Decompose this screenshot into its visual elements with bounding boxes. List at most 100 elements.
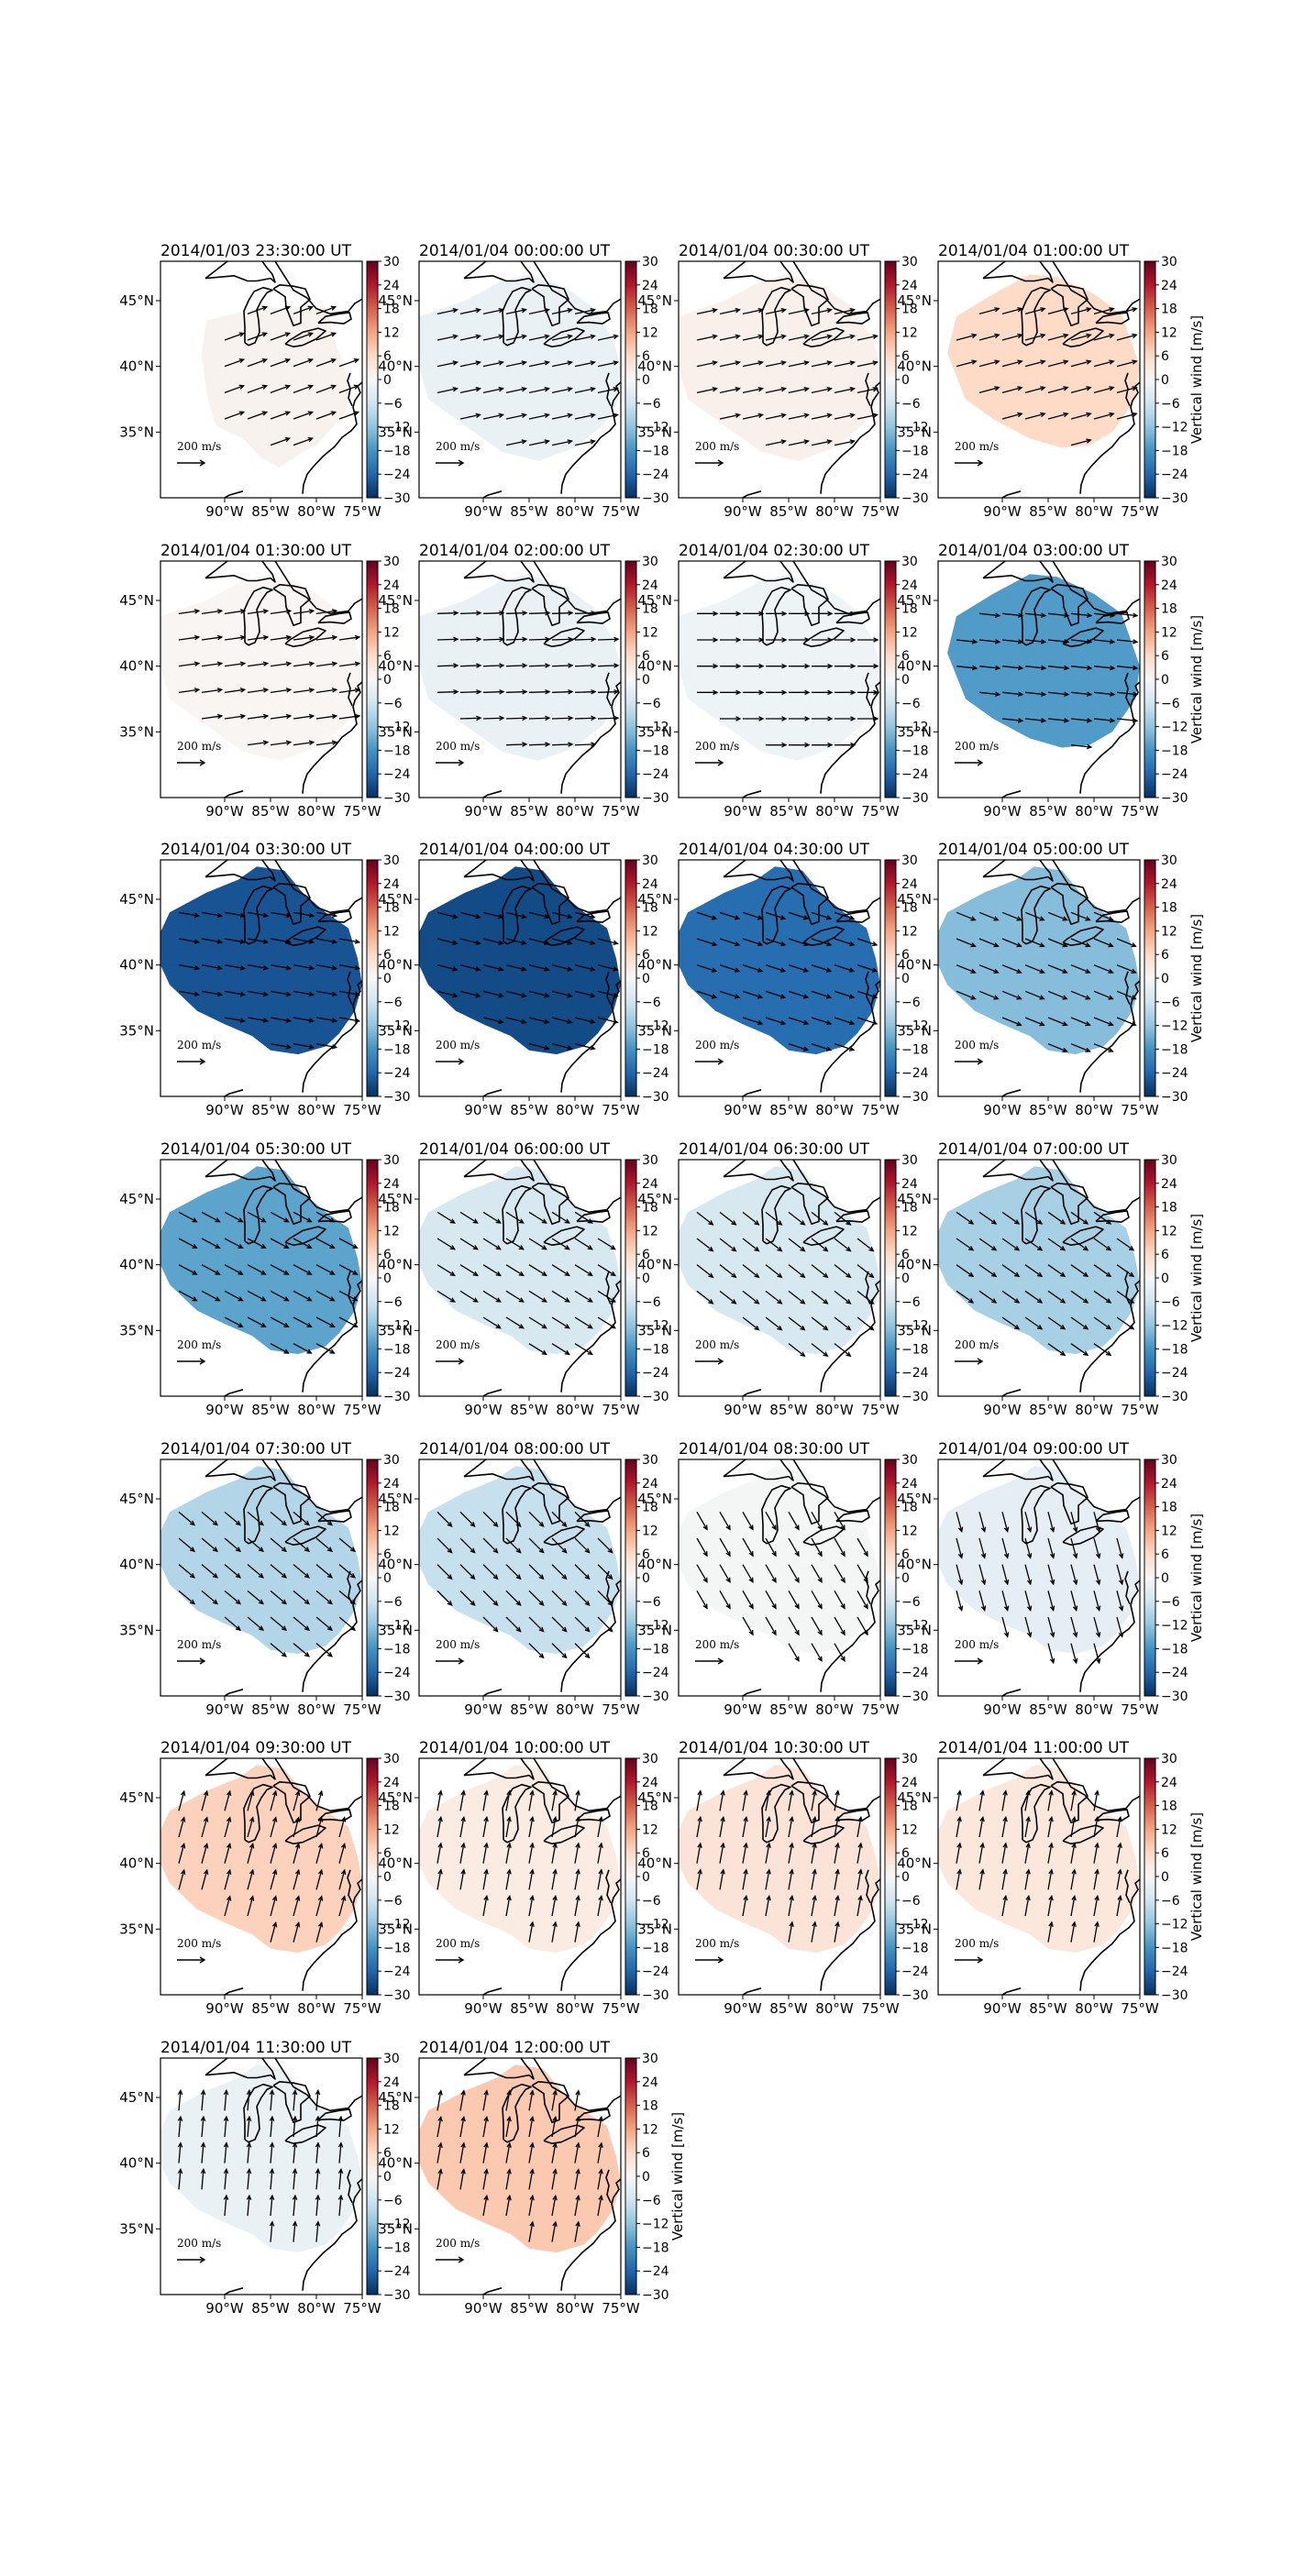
wind-vector-head (452, 940, 459, 945)
wind-vector-head (326, 1625, 333, 1632)
wind-vector (696, 1264, 713, 1278)
y-tick-label: 35°N (119, 424, 154, 440)
wind-vector-head (754, 1246, 760, 1252)
wind-vector-head (294, 1868, 301, 1876)
wind-vector-head (590, 307, 596, 314)
wind-vector-head (216, 688, 224, 693)
y-tick-label: 40°N (378, 1557, 413, 1573)
wind-vector-head (1039, 1021, 1045, 1027)
colorbar-tick-label: 6 (383, 1846, 392, 1861)
wind-vector-head (812, 1789, 817, 1796)
wind-vector-head (331, 688, 338, 693)
wind-vector-head (845, 1325, 852, 1331)
wind-vector (505, 1316, 525, 1329)
wind-vector-head (349, 1599, 356, 1605)
wind-vector-head (561, 1600, 568, 1606)
wind-vector (482, 2090, 488, 2111)
wind-vector-head (261, 358, 269, 364)
wind-vector-head (304, 1599, 310, 1605)
x-tick-label: 75°W (602, 503, 640, 520)
colorbar-tick-label: 24 (1161, 877, 1177, 892)
wind-vector-head (564, 1349, 570, 1356)
coastline (1079, 381, 1140, 494)
colorbar-tick-label: −24 (383, 468, 411, 482)
vector-key-label: 200 m/s (955, 1937, 999, 1950)
wind-vector-head (269, 2220, 275, 2227)
wind-vector-head (1062, 968, 1068, 974)
colorbar-tick-label: −30 (1161, 791, 1188, 806)
wind-vector-head (598, 2141, 603, 2148)
vector-key-arrowhead (458, 1956, 465, 1964)
wind-vector-head (529, 1894, 535, 1901)
panel-frame (160, 260, 363, 499)
wind-vector-head (1132, 665, 1139, 671)
x-tick-label: 75°W (343, 803, 381, 820)
wind-vector (437, 1843, 442, 1864)
wind-vector-head (1036, 1324, 1044, 1330)
wind-vector (696, 1869, 702, 1890)
wind-vector (788, 911, 809, 919)
wind-vector (1093, 1043, 1113, 1052)
wind-vector (1070, 1643, 1078, 1664)
wind-vector (247, 2142, 250, 2163)
wind-vector (551, 2090, 557, 2111)
colorbar-tick-label: −30 (901, 1090, 929, 1105)
wind-vector-head (246, 2194, 252, 2200)
wind-vector-head (475, 992, 481, 998)
wind-vector (1093, 1869, 1099, 1890)
vector-key-arrowhead (199, 1657, 206, 1665)
wind-vector (742, 335, 763, 341)
wind-vector (270, 332, 290, 341)
wind-vector-head (476, 636, 482, 643)
lake-outline (1095, 611, 1130, 624)
wind-vector (1047, 938, 1067, 947)
lake-outline (576, 910, 611, 923)
colorbar-tick-label: −6 (901, 996, 921, 1010)
wind-vector-head (781, 637, 788, 643)
lake-outline (835, 910, 870, 923)
colorbar-tick-label: −12 (901, 1918, 929, 1932)
x-tick-label: 90°W (983, 1701, 1022, 1718)
wind-vector-head (757, 1019, 764, 1026)
wind-vector (437, 1511, 453, 1527)
wind-vector-head (1132, 333, 1138, 339)
wind-vector (719, 990, 740, 998)
wind-vector (978, 1817, 984, 1838)
colorbar-tick-label: 12 (642, 1524, 658, 1538)
x-tick-label: 85°W (251, 503, 290, 520)
wind-vector-head (1105, 1245, 1112, 1251)
wind-vector-head (1049, 1526, 1055, 1534)
wind-vector-head (200, 2115, 206, 2121)
wind-vector (1116, 308, 1137, 314)
coastline (223, 2287, 244, 2295)
wind-vector-head (1013, 1298, 1021, 1304)
wind-vector (528, 2090, 534, 2111)
wind-vector-head (584, 1653, 591, 1659)
wind-vector-head (529, 2089, 535, 2096)
wind-vector (1001, 612, 1022, 617)
wind-vector (1001, 639, 1022, 643)
colorbar-tick-label: −12 (901, 421, 929, 435)
wind-vector (1093, 911, 1113, 921)
wind-vector (551, 1590, 568, 1606)
colorbar-tick-label: 18 (642, 1501, 658, 1515)
wind-vector (574, 1343, 593, 1355)
colorbar-tick-label: 12 (383, 1524, 400, 1538)
lake-outline (531, 1482, 569, 1525)
wind-vector-head (499, 663, 505, 668)
wind-vector (742, 1211, 759, 1226)
wind-vector (178, 1537, 195, 1552)
wind-vector-head (857, 1868, 863, 1875)
wind-vector (834, 964, 855, 973)
wind-vector-head (590, 1018, 596, 1024)
wind-vector (856, 964, 878, 973)
wind-vector (270, 1343, 289, 1354)
x-tick-label: 75°W (861, 503, 900, 520)
wind-vector (719, 1564, 731, 1583)
wind-vector-head (283, 1322, 290, 1328)
wind-vector-head (349, 1625, 356, 1632)
wind-vector (1001, 938, 1022, 947)
x-tick-label: 80°W (297, 803, 336, 820)
wind-vector-head (331, 965, 338, 971)
